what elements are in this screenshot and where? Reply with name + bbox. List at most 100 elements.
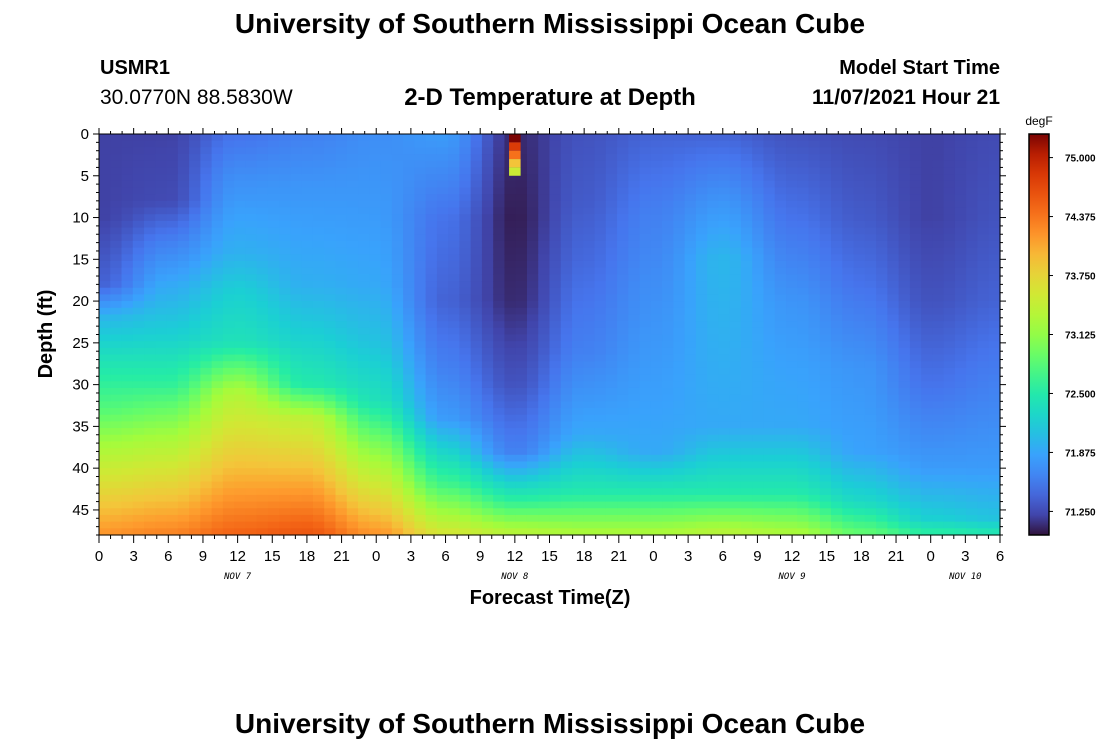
heatmap-cell	[189, 494, 201, 503]
heatmap-cell	[695, 267, 708, 275]
heatmap-cell	[605, 194, 618, 202]
heatmap-cell	[684, 468, 697, 476]
heatmap-cell	[988, 341, 1001, 349]
heatmap-cell	[256, 307, 269, 316]
heatmap-cell	[988, 294, 1001, 302]
heatmap-cell	[876, 367, 888, 376]
heatmap-cell	[605, 367, 618, 376]
heatmap-cell	[538, 494, 551, 503]
heatmap-cell	[256, 387, 269, 396]
heatmap-cell	[695, 508, 708, 516]
heatmap-cell	[121, 301, 134, 309]
heatmap-cell	[639, 494, 652, 503]
heatmap-cell	[729, 374, 742, 382]
heatmap-cell	[673, 281, 686, 289]
heatmap-cell	[538, 234, 551, 242]
heatmap-cell	[797, 287, 810, 295]
heatmap-cell	[166, 254, 179, 262]
heatmap-cell	[211, 481, 224, 489]
heatmap-cell	[425, 187, 438, 195]
heatmap-cell	[312, 327, 325, 336]
heatmap-cell	[628, 394, 641, 402]
heatmap-cell	[493, 174, 506, 182]
heatmap-cell	[707, 474, 720, 483]
heatmap-cell	[448, 428, 460, 436]
heatmap-cell	[312, 200, 325, 209]
heatmap-cell	[459, 521, 472, 529]
heatmap-cell	[200, 274, 213, 282]
heatmap-cell	[346, 428, 359, 436]
heatmap-cell	[538, 281, 551, 289]
heatmap-cell	[312, 167, 325, 175]
heatmap-cell	[234, 174, 247, 182]
heatmap-cell	[684, 180, 697, 189]
heatmap-cell	[786, 428, 798, 436]
heatmap-cell	[380, 408, 393, 416]
heatmap-cell	[943, 180, 956, 189]
heatmap-cell	[493, 528, 506, 536]
heatmap-cell	[380, 294, 393, 302]
heatmap-cell	[121, 361, 134, 369]
heatmap-cell	[673, 234, 686, 242]
heatmap-cell	[177, 494, 190, 503]
heatmap-cell	[605, 334, 618, 342]
heatmap-cell	[99, 341, 111, 349]
heatmap-cell	[369, 287, 382, 295]
heatmap-cell	[256, 414, 269, 422]
heatmap-cell	[718, 461, 731, 469]
heatmap-cell	[684, 408, 697, 416]
heatmap-cell	[650, 488, 663, 496]
heatmap-cell	[177, 134, 190, 142]
heatmap-cell	[808, 474, 821, 483]
heatmap-cell	[425, 307, 438, 316]
heatmap-cell	[617, 240, 629, 249]
heatmap-cell	[234, 468, 247, 476]
heatmap-cell	[943, 441, 956, 449]
heatmap-cell	[358, 254, 370, 262]
heatmap-cell	[481, 321, 494, 329]
heatmap-cell	[222, 508, 235, 516]
heatmap-cell	[189, 134, 201, 142]
heatmap-cell	[459, 301, 472, 309]
heatmap-cell	[335, 267, 348, 275]
heatmap-cell	[324, 180, 337, 189]
heatmap-cell	[673, 428, 686, 436]
heatmap-cell	[155, 207, 168, 215]
heatmap-cell	[132, 434, 145, 443]
heatmap-cell	[132, 314, 145, 322]
heatmap-cell	[864, 401, 877, 409]
heatmap-cell	[876, 408, 888, 416]
heatmap-cell	[617, 387, 629, 396]
heatmap-cell	[966, 414, 979, 422]
heatmap-cell	[110, 408, 123, 416]
heatmap-cell	[864, 361, 877, 369]
heatmap-cell	[414, 194, 427, 202]
heatmap-cell	[312, 314, 325, 322]
heatmap-cell	[459, 220, 472, 229]
heatmap-cell	[515, 494, 528, 503]
heatmap-cell	[887, 454, 900, 463]
heatmap-cell	[267, 461, 280, 469]
heatmap-cell	[403, 448, 415, 456]
heatmap-cell	[583, 140, 596, 148]
heatmap-cell	[549, 414, 562, 422]
heatmap-cell	[549, 281, 562, 289]
heatmap-cell	[301, 200, 314, 209]
heatmap-cell	[662, 167, 674, 175]
heatmap-cell	[909, 247, 922, 255]
y-tick-label: 10	[72, 210, 89, 227]
heatmap-cell	[954, 448, 967, 456]
heatmap-cell	[493, 147, 506, 155]
heatmap-cell	[617, 394, 629, 402]
heatmap-cell	[808, 247, 821, 255]
heatmap-cell	[538, 160, 551, 169]
heatmap-cell	[267, 260, 280, 269]
heatmap-cell	[234, 180, 247, 189]
heatmap-cell	[752, 180, 765, 189]
heatmap-cell	[267, 468, 280, 476]
heatmap-cell	[335, 260, 348, 269]
heatmap-cell	[222, 354, 235, 362]
heatmap-cell	[752, 267, 765, 275]
heatmap-cell	[560, 321, 573, 329]
heatmap-cell	[662, 220, 674, 229]
